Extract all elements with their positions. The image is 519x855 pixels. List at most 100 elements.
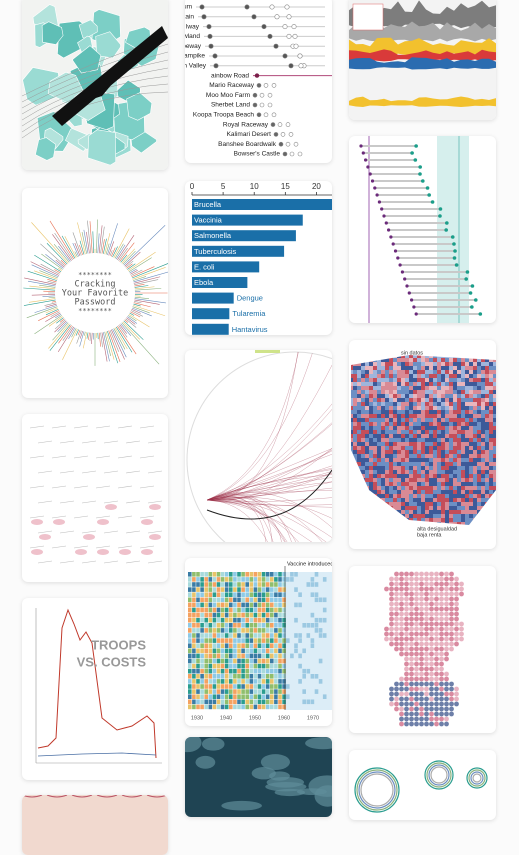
cell xyxy=(385,354,389,358)
cell xyxy=(221,679,225,684)
cell xyxy=(397,482,401,486)
hex xyxy=(404,702,409,707)
cell xyxy=(465,446,469,450)
hex xyxy=(449,687,454,692)
cell xyxy=(349,482,353,486)
card[interactable] xyxy=(22,795,168,855)
end xyxy=(427,193,431,197)
cell xyxy=(429,354,433,358)
card[interactable] xyxy=(185,737,332,817)
cell xyxy=(245,603,249,608)
cell xyxy=(489,462,493,466)
cell xyxy=(425,478,429,482)
cell xyxy=(369,410,373,414)
cell xyxy=(266,598,270,603)
cell xyxy=(377,374,381,378)
cell xyxy=(385,498,389,502)
sketch xyxy=(104,561,118,563)
hex xyxy=(424,722,429,727)
hex xyxy=(419,582,424,587)
hex xyxy=(429,622,434,627)
cell xyxy=(250,618,254,623)
cell xyxy=(200,618,204,623)
card[interactable] xyxy=(185,350,332,542)
end xyxy=(453,249,457,253)
cell xyxy=(433,374,437,378)
cell xyxy=(192,633,196,638)
cell xyxy=(213,598,217,603)
cell xyxy=(349,498,353,502)
cell xyxy=(369,370,373,374)
card[interactable] xyxy=(349,750,496,820)
cell xyxy=(417,418,421,422)
cell xyxy=(425,410,429,414)
cell xyxy=(493,490,496,494)
cell xyxy=(445,426,449,430)
start xyxy=(380,207,383,210)
cell xyxy=(417,438,421,442)
cell xyxy=(365,390,369,394)
cell xyxy=(258,618,262,623)
cell xyxy=(278,618,282,623)
hex xyxy=(429,582,434,587)
card[interactable] xyxy=(349,566,496,733)
spoke xyxy=(42,296,55,297)
cell xyxy=(485,482,489,486)
cell xyxy=(254,689,258,694)
cell xyxy=(266,654,270,659)
cell xyxy=(373,430,377,434)
hex xyxy=(444,587,449,592)
cell xyxy=(196,587,200,592)
cell xyxy=(373,462,377,466)
cell xyxy=(473,354,477,358)
cell xyxy=(445,358,449,362)
cell xyxy=(405,390,409,394)
hex xyxy=(394,637,399,642)
cell xyxy=(465,386,469,390)
cell xyxy=(469,382,473,386)
hex xyxy=(449,637,454,642)
cell xyxy=(221,654,225,659)
card[interactable] xyxy=(22,414,168,582)
card[interactable] xyxy=(349,0,496,120)
hex xyxy=(449,582,454,587)
start xyxy=(371,179,374,182)
cell xyxy=(473,526,477,530)
cell xyxy=(465,366,469,370)
cell xyxy=(192,669,196,674)
blob xyxy=(149,504,161,510)
cell xyxy=(489,366,493,370)
card[interactable] xyxy=(22,0,168,170)
cell xyxy=(315,598,319,603)
cell xyxy=(229,628,233,633)
cell xyxy=(465,490,469,494)
dot xyxy=(272,113,276,117)
ring xyxy=(361,774,393,806)
cell xyxy=(489,442,493,446)
cell xyxy=(433,418,437,422)
hex xyxy=(404,607,409,612)
cell xyxy=(465,462,469,466)
cell xyxy=(493,386,496,390)
cell xyxy=(200,628,204,633)
cell xyxy=(217,613,221,618)
cell xyxy=(421,426,425,430)
card[interactable] xyxy=(349,136,496,323)
cell xyxy=(209,592,213,597)
cell xyxy=(278,674,282,679)
cell xyxy=(477,526,481,530)
hex xyxy=(454,577,459,582)
cell xyxy=(373,434,377,438)
cell xyxy=(393,422,397,426)
cell xyxy=(437,522,441,526)
cell xyxy=(237,613,241,618)
cell xyxy=(361,366,365,370)
cell xyxy=(449,470,453,474)
cell xyxy=(429,402,433,406)
